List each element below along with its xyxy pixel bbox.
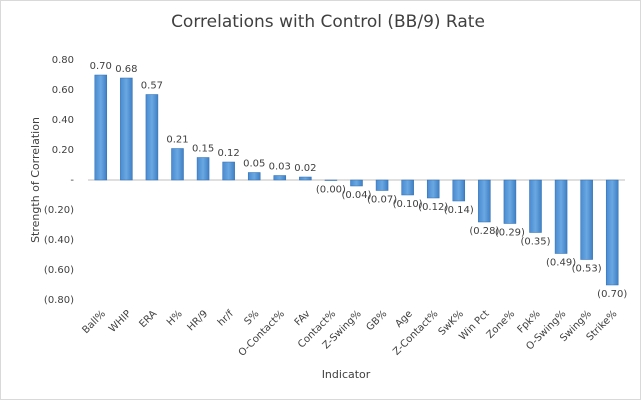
value-label: (0.35) bbox=[520, 237, 550, 248]
bar bbox=[145, 94, 159, 181]
bar bbox=[196, 157, 210, 181]
bar bbox=[452, 179, 466, 202]
value-label: (0.29) bbox=[495, 228, 525, 239]
value-label: (0.70) bbox=[597, 289, 627, 300]
bar bbox=[478, 179, 491, 223]
bar bbox=[503, 179, 517, 224]
value-label: (0.04) bbox=[341, 190, 371, 201]
value-label: 0.15 bbox=[192, 144, 214, 155]
y-tick-label: 0.40 bbox=[52, 115, 74, 126]
value-label: 0.12 bbox=[218, 148, 240, 159]
bar bbox=[171, 148, 184, 181]
bar bbox=[401, 179, 414, 196]
bar bbox=[580, 179, 593, 260]
value-label: 0.02 bbox=[294, 163, 316, 174]
value-label: 0.57 bbox=[141, 81, 163, 92]
value-label: (0.14) bbox=[444, 205, 474, 216]
bar bbox=[222, 161, 235, 181]
value-label: (0.12) bbox=[418, 202, 448, 213]
bar bbox=[554, 179, 568, 254]
value-label: 0.03 bbox=[269, 162, 291, 173]
bar bbox=[350, 179, 363, 187]
value-label: 0.70 bbox=[90, 61, 112, 72]
y-tick-label: - bbox=[70, 175, 74, 186]
x-axis-title: Indicator bbox=[322, 368, 371, 381]
bar bbox=[273, 175, 287, 181]
y-tick-label: 0.20 bbox=[52, 145, 74, 156]
value-label: (0.53) bbox=[572, 264, 602, 275]
value-label: (0.28) bbox=[469, 226, 499, 237]
value-label: (0.10) bbox=[393, 199, 423, 210]
bar bbox=[94, 74, 108, 181]
y-axis-title: Strength of Correlation bbox=[29, 117, 42, 243]
bar bbox=[299, 176, 312, 181]
value-label: (0.00) bbox=[316, 184, 346, 195]
value-label: 0.05 bbox=[243, 159, 265, 170]
y-tick-label: (0.40) bbox=[44, 235, 74, 246]
y-tick-label: (0.20) bbox=[44, 205, 74, 216]
bar bbox=[375, 179, 389, 191]
bar bbox=[324, 179, 338, 181]
bar bbox=[605, 179, 619, 286]
value-label: (0.07) bbox=[367, 195, 397, 206]
y-tick-label: (0.60) bbox=[44, 265, 74, 276]
value-label: 0.21 bbox=[166, 135, 188, 146]
chart-title: Correlations with Control (BB/9) Rate bbox=[171, 12, 485, 32]
bar bbox=[247, 172, 261, 181]
y-tick-label: 0.80 bbox=[52, 55, 74, 66]
value-label: (0.49) bbox=[546, 258, 576, 269]
bar bbox=[529, 179, 542, 233]
value-label: 0.68 bbox=[115, 64, 137, 75]
y-tick-label: (0.80) bbox=[44, 295, 74, 306]
y-tick-label: 0.60 bbox=[52, 85, 74, 96]
bar bbox=[426, 179, 440, 199]
bar bbox=[120, 77, 133, 181]
